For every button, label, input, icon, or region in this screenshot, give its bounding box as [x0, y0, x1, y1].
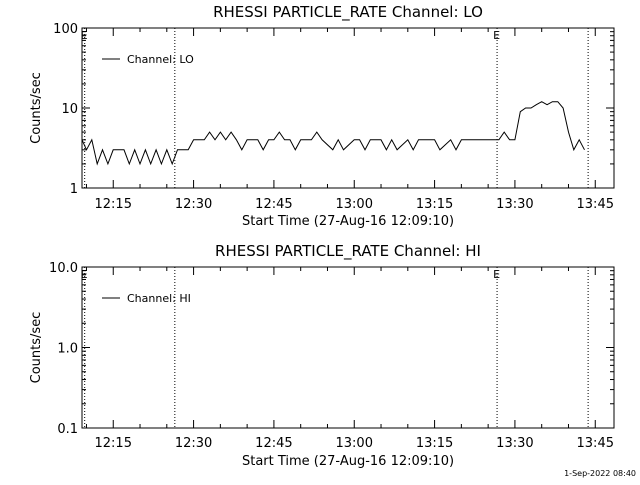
y-tick-label: 10.0 — [49, 261, 78, 276]
time-marker-label: E — [493, 268, 500, 281]
time-marker-label: E — [81, 29, 88, 42]
x-tick-label: 12:45 — [255, 197, 292, 212]
x-tick-label: 13:45 — [577, 197, 614, 212]
x-tick-label: 12:15 — [95, 197, 132, 212]
x-tick-label: 13:30 — [496, 197, 533, 212]
y-axis-label: Counts/sec — [29, 72, 44, 144]
x-tick-label: 13:15 — [416, 197, 453, 212]
y-tick-label: 1.0 — [57, 342, 78, 357]
x-tick-label: 12:30 — [175, 436, 212, 451]
y-axis-label: Counts/sec — [29, 312, 44, 384]
footer-timestamp: 1-Sep-2022 08:40 — [564, 469, 636, 478]
x-tick-label: 13:30 — [496, 436, 533, 451]
chart-title: RHESSI PARTICLE_RATE Channel: LO — [213, 3, 483, 22]
x-tick-label: 12:15 — [95, 436, 132, 451]
x-axis-label: Start Time (27-Aug-16 12:09:10) — [242, 454, 454, 469]
x-tick-label: 13:00 — [336, 436, 373, 451]
legend-label: Channel: LO — [127, 53, 194, 66]
y-tick-label: 1 — [70, 182, 78, 197]
chart-title: RHESSI PARTICLE_RATE Channel: HI — [215, 242, 481, 261]
y-tick-label: 100 — [53, 22, 78, 37]
series-line-channel-lo — [81, 101, 585, 166]
y-tick-label: 10 — [61, 102, 78, 117]
x-axis-label: Start Time (27-Aug-16 12:09:10) — [242, 214, 454, 229]
legend-label: Channel: HI — [127, 292, 191, 305]
x-tick-label: 13:00 — [336, 197, 373, 212]
time-marker-label: E — [493, 29, 500, 42]
x-tick-label: 13:15 — [416, 436, 453, 451]
y-tick-label: 0.1 — [57, 422, 78, 437]
x-tick-label: 12:45 — [255, 436, 292, 451]
time-marker-label: E — [81, 268, 88, 281]
x-tick-label: 12:30 — [175, 197, 212, 212]
x-tick-label: 13:45 — [577, 436, 614, 451]
